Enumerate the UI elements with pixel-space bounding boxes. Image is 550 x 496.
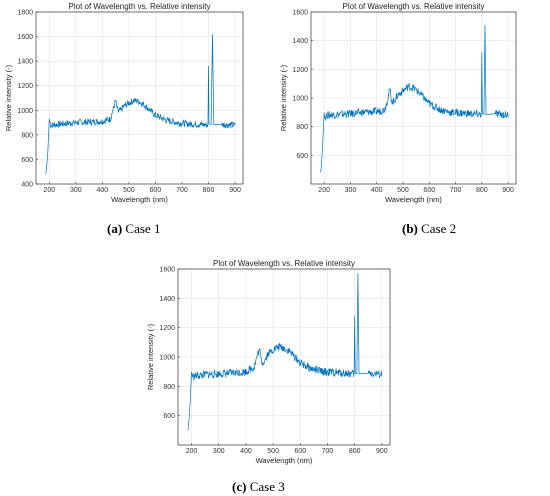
y-tick-label: 1200	[292, 67, 308, 74]
y-tick-label: 1000	[159, 355, 175, 362]
plot-frame	[177, 268, 391, 446]
x-tick-label: 200	[186, 448, 198, 455]
x-tick-label: 900	[229, 187, 241, 194]
x-axis-label: Wavelength (nm)	[385, 195, 442, 204]
y-tick-label: 1800	[17, 10, 33, 17]
plot-frame	[310, 11, 517, 185]
y-tick-label: 800	[163, 384, 175, 391]
caption-b: (b) Case 2	[402, 221, 456, 237]
y-tick-label: 1400	[159, 296, 175, 303]
y-tick-label: 1000	[292, 96, 308, 103]
caption-a: (a) Case 1	[107, 221, 160, 237]
chart-title: Plot of Wavelength vs. Relative intensit…	[343, 2, 485, 11]
x-tick-label: 400	[240, 448, 252, 455]
y-axis-label: Relative intensity (-)	[146, 323, 155, 390]
y-tick-label: 1600	[17, 34, 33, 41]
chart-panel-a: 200 300 400 500 600 700 800 900 400 600 800 1000 120…	[0, 0, 275, 245]
chart-c: 200 300 400 500 600 700 800 900 600 800 1000 1200 14…	[146, 259, 391, 465]
y-tick-label: 600	[163, 413, 175, 420]
y-tick-label: 1000	[17, 108, 33, 115]
y-tick-label: 1200	[17, 83, 33, 90]
y-tick-label: 1400	[17, 59, 33, 66]
x-tick-label: 700	[450, 187, 462, 194]
x-tick-label: 400	[97, 187, 109, 194]
x-tick-label: 600	[294, 448, 306, 455]
x-tick-label: 200	[318, 187, 330, 194]
y-axis-label: Relative intensity (-)	[4, 64, 13, 131]
caption-b-letter: (b)	[402, 221, 418, 236]
chart-panel-b: 200 300 400 500 600 700 800 900 600 800 1000 1200 14…	[275, 0, 550, 245]
x-tick-label: 500	[267, 448, 279, 455]
x-tick-label: 600	[150, 187, 162, 194]
plot-frame	[35, 11, 244, 185]
y-tick-label: 600	[296, 153, 308, 160]
x-tick-label: 900	[502, 187, 514, 194]
x-tick-label: 300	[345, 187, 357, 194]
x-tick-label: 800	[476, 187, 488, 194]
x-tick-label: 800	[203, 187, 215, 194]
x-tick-label: 500	[123, 187, 135, 194]
y-axis-label: Relative intensity (-)	[279, 64, 288, 131]
caption-c-letter: (c)	[232, 479, 247, 494]
chart-b: 200 300 400 500 600 700 800 900 600 800 1000 1200 14…	[279, 2, 517, 204]
caption-b-text: Case 2	[417, 221, 457, 236]
series-line	[45, 34, 236, 175]
x-axis-label: Wavelength (nm)	[256, 456, 313, 465]
caption-c: (c) Case 3	[232, 479, 285, 495]
x-tick-label: 900	[376, 448, 388, 455]
x-tick-label: 500	[397, 187, 409, 194]
chart-panel-c: 200 300 400 500 600 700 800 900 600 800 1000 1200 14…	[140, 255, 415, 496]
x-tick-label: 300	[70, 187, 82, 194]
y-tick-label: 1600	[292, 10, 308, 17]
chart-title: Plot of Wavelength vs. Relative intensit…	[69, 2, 211, 11]
series-line	[320, 24, 509, 173]
x-tick-label: 300	[213, 448, 225, 455]
y-tick-label: 600	[21, 157, 33, 164]
x-tick-label: 800	[349, 448, 361, 455]
x-tick-label: 700	[176, 187, 188, 194]
x-tick-label: 400	[371, 187, 383, 194]
x-tick-label: 700	[322, 448, 334, 455]
y-tick-label: 800	[296, 124, 308, 131]
x-axis-label: Wavelength (nm)	[111, 195, 168, 204]
y-tick-label: 1200	[159, 325, 175, 332]
caption-c-text: Case 3	[246, 479, 285, 494]
series-line	[187, 273, 383, 431]
x-tick-label: 200	[43, 187, 55, 194]
y-tick-label: 800	[21, 132, 33, 139]
caption-a-text: Case 1	[122, 221, 161, 236]
plot-area	[36, 12, 243, 184]
chart-a: 200 300 400 500 600 700 800 900 400 600 800 1000 120…	[4, 2, 244, 204]
caption-a-letter: (a)	[107, 221, 123, 236]
chart-title: Plot of Wavelength vs. Relative intensit…	[213, 259, 355, 268]
x-tick-label: 600	[423, 187, 435, 194]
y-tick-label: 1400	[292, 38, 308, 45]
y-tick-label: 400	[21, 182, 33, 189]
y-tick-label: 1600	[159, 267, 175, 274]
